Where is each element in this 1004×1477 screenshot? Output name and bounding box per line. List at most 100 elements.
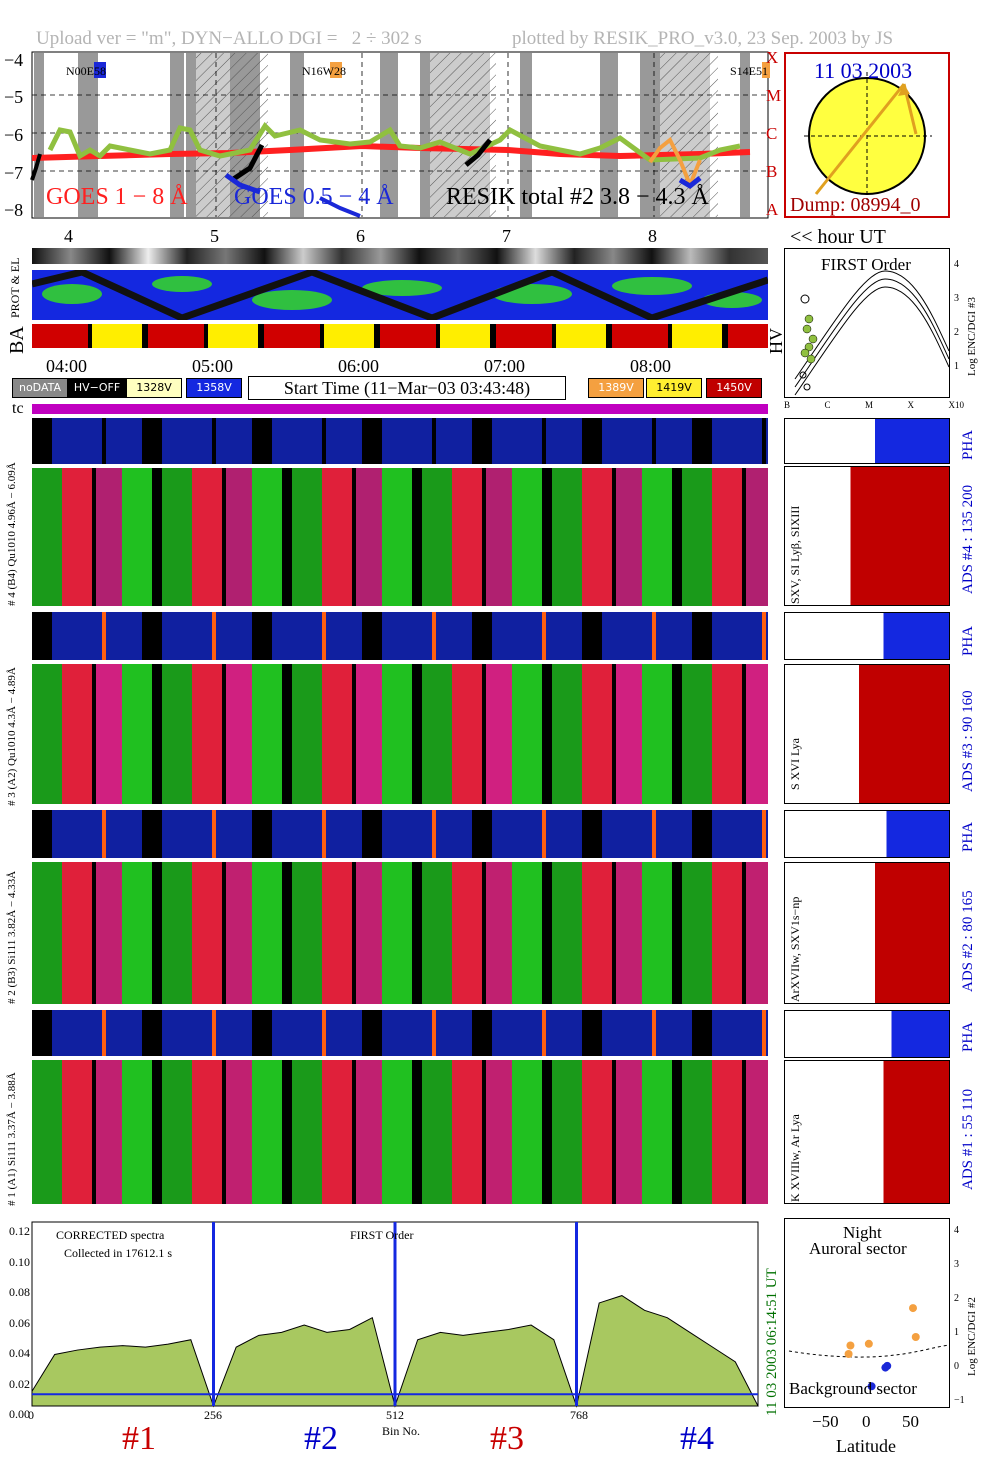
legend-goes-054: GOES 0.5 − 4 Å (234, 184, 394, 210)
latitude-point (883, 1361, 892, 1370)
hour-7: 7 (502, 226, 511, 246)
pha-panel-4 (32, 418, 768, 464)
ads-side-3 (784, 664, 950, 804)
spec-ytick-010: 0.10 (9, 1254, 30, 1269)
latitude-point (867, 1382, 876, 1391)
spec-xtick-768: 768 (570, 1408, 588, 1422)
section-4: #4 (680, 1420, 714, 1457)
lat-ytick-m1: −1 (954, 1395, 965, 1406)
spectrum-side-time: 11 03 2003 06:14:51 UT (764, 1268, 780, 1416)
header-left: Upload ver = "m", DYN−ALLO DGI = 2 ÷ 302… (36, 28, 422, 49)
spectrum-plot: CORRECTED spectra Collected in 17612.1 s… (0, 1214, 780, 1438)
spectrum-text-1: CORRECTED spectra (56, 1228, 165, 1242)
dump-label: Dump: 08994_0 (790, 194, 921, 216)
time-0600: 06:00 (338, 356, 380, 376)
channel-label-2: # 2 (B3) Si111 3.82Å − 4.33Å (6, 870, 18, 1004)
ads-side-1 (784, 1060, 950, 1204)
lat-ytick-0: 0 (954, 1361, 959, 1372)
legend-1328v: 1328V (126, 378, 182, 398)
spec-ytick-012: 0.12 (9, 1224, 30, 1238)
lat-xtick-0: 0 (862, 1412, 871, 1431)
pha-side-1 (784, 1010, 950, 1058)
spec-xlabel: Bin No. (382, 1424, 421, 1438)
channel-label-3: # 3 (A2) Qu1010 4.3Å − 4.89Å (6, 667, 18, 806)
legend-hvoff: HV−OFF (68, 378, 126, 398)
pha-side-2 (784, 810, 950, 858)
pha-tag-3: PHA (960, 625, 976, 656)
legend-nodata: noDATA (12, 378, 68, 398)
hour-ut-label: << hour UT (790, 226, 886, 248)
strip-label-ba: BA (6, 326, 28, 354)
el-strip (32, 248, 768, 264)
spec-ytick-004: 0.04 (9, 1346, 30, 1360)
channel-label-4: # 4 (B4) Qu1010 4.96Å − 6.09Å (6, 462, 18, 606)
first-order-yticks: 4 3 2 1 (954, 248, 966, 384)
pha-panel-2 (32, 810, 768, 858)
fo-ytick-3: 3 (954, 293, 959, 304)
latitude-point (909, 1304, 917, 1313)
tc-label: tc (12, 400, 24, 417)
time-0800: 08:00 (630, 356, 672, 376)
first-order-xticks: B C M X X10 (784, 400, 964, 410)
spectrogram-1 (32, 1060, 768, 1204)
spec-ytick-000: 0.00 (9, 1407, 30, 1421)
latitude-xlabel: Latitude (836, 1436, 896, 1456)
region-label-1: N00E58 (66, 64, 106, 78)
spec-xtick-256: 256 (204, 1408, 222, 1422)
pha-side-4 (784, 418, 950, 464)
first-order-ylabel: Log ENC/DGI #3 (966, 297, 978, 376)
auroral-label: Auroral sector (809, 1239, 907, 1258)
pha-panel-1 (32, 1010, 768, 1056)
ytick-m5: −5 (4, 87, 24, 107)
hour-4: 4 (64, 226, 73, 246)
class-c: C (766, 124, 778, 143)
section-2: #2 (304, 1420, 338, 1457)
pha-panel-3 (32, 612, 768, 660)
ytick-m4: −4 (4, 50, 24, 70)
spectrum-yticks: 0.12 0.10 0.08 0.06 0.04 0.02 0.00 (0, 1216, 30, 1430)
region-label-3: S14E51 (730, 64, 769, 78)
latitude-plot: Night Auroral sector Background sector (784, 1218, 950, 1408)
hour-6: 6 (356, 226, 365, 246)
legend-resik: RESIK total #2 3.8 − 4.3 Å (446, 184, 709, 210)
spec-xtick-512: 512 (386, 1408, 404, 1422)
lines-label-3: S XVI Lya (788, 738, 802, 790)
ads-side-2 (784, 862, 950, 1004)
spec-ytick-002: 0.02 (9, 1376, 30, 1391)
section-1: #1 (122, 1420, 156, 1457)
spectrum-text-2: Collected in 17612.1 s (64, 1246, 172, 1260)
hour-5: 5 (210, 226, 219, 246)
fo-xtick-b: B (784, 400, 791, 410)
fo-ytick-2: 2 (954, 327, 959, 338)
header-right: plotted by RESIK_PRO_v3.0, 23 Sep. 2003 … (512, 28, 894, 49)
legend-1389v: 1389V (588, 378, 644, 398)
lines-label-1: K XVIIIw, Ar Lya (788, 1114, 802, 1202)
legend-goes-18: GOES 1 − 8 Å (46, 184, 188, 210)
ytick-m6: −6 (4, 125, 24, 145)
region-label-2: N16W28 (302, 64, 346, 78)
lat-ytick-1: 1 (954, 1327, 959, 1338)
spec-xtick-0: 0 (28, 1408, 34, 1422)
latitude-point (911, 1333, 920, 1341)
spectrogram-2 (32, 862, 768, 1004)
time-0400: 04:00 (46, 356, 88, 376)
spectrum-text-3: FIRST Order (350, 1228, 414, 1242)
pha-tag-2: PHA (960, 821, 976, 852)
strip-label-prot: PROT & EL (8, 257, 22, 318)
first-order-plot: FIRST Order (784, 248, 950, 398)
ads-label-3: ADS #3 : 90 160 (960, 690, 976, 792)
lat-ytick-3: 3 (954, 1259, 959, 1270)
hour-8: 8 (648, 226, 657, 246)
legend-1358v: 1358V (186, 378, 242, 398)
ads-label-1: ADS #1 : 55 110 (960, 1088, 976, 1190)
latitude-point (844, 1350, 853, 1358)
latitude-point (864, 1339, 873, 1348)
ads-label-2: ADS #2 : 80 165 (960, 890, 976, 992)
spectrogram-4 (32, 468, 768, 606)
lat-ytick-2: 2 (954, 1293, 959, 1304)
lat-ytick-4: 4 (954, 1225, 959, 1236)
night-label: Night (843, 1223, 882, 1242)
lat-xtick-50: 50 (902, 1412, 919, 1431)
prot-strip (32, 270, 768, 320)
time-0500: 05:00 (192, 356, 234, 376)
